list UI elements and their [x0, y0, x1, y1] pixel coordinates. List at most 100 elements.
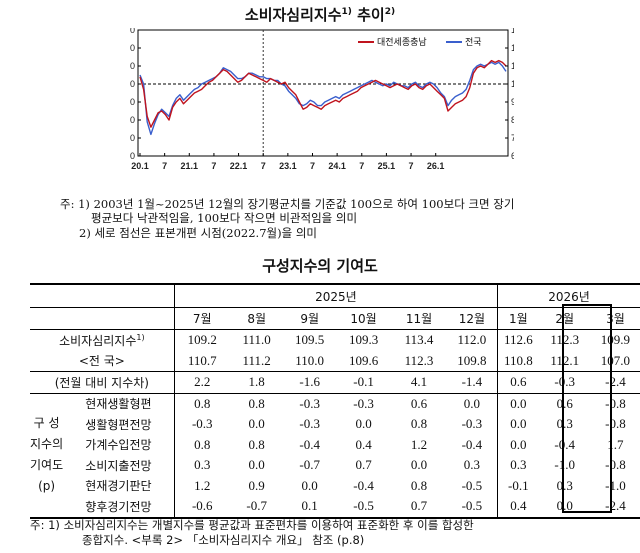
y-tick-label-left: 90 [130, 97, 135, 107]
y-tick-label-right: 100 [511, 79, 514, 89]
table-cell: -0.1 [335, 371, 392, 394]
table-cell: 111.0 [242, 332, 271, 348]
month-header: 11월 [391, 307, 447, 330]
component-label: 생활형편전망 [85, 417, 152, 432]
table-cell: -0.4 [353, 477, 374, 493]
table-cell: -0.7 [229, 496, 284, 519]
y-tick-label-right: 60 [511, 151, 514, 161]
table-cell: 0.0 [248, 457, 265, 473]
table-row: 향후경기전망 -0.6 -0.7 0.1 -0.5 0.7 -0.5 0.4 0… [30, 496, 640, 519]
table-cell: 112.6 [497, 329, 539, 351]
table-cell: 0.6 [497, 371, 539, 394]
table-cell: -0.4 [554, 436, 576, 452]
table-cell: 0.6 [410, 395, 428, 411]
table-cell: 0.7 [391, 496, 447, 519]
table-cell: 0.3 [463, 457, 481, 473]
y-tick-label-left: 80 [130, 115, 135, 125]
table-cell: 111.2 [229, 350, 284, 372]
x-tick-label: 25.1 [378, 161, 396, 171]
y-tick-label-left: 100 [130, 79, 135, 89]
y-tick-label-right: 120 [511, 43, 514, 53]
table-cell: -0.3 [299, 416, 320, 432]
table-cell: 112.3 [391, 350, 447, 372]
x-tick-label: 21.1 [181, 161, 199, 171]
legend-label-national: 전국 [465, 37, 482, 48]
table-cell: 0.0 [497, 414, 539, 435]
table-cell: 0.8 [248, 395, 265, 411]
table-cell: 0.7 [355, 457, 372, 473]
table-cell: 1.2 [410, 436, 428, 452]
year-2025-header: 2025년 [173, 283, 498, 308]
table-cell: 112.3 [550, 332, 580, 348]
table-cell: -0.4 [461, 436, 483, 452]
x-tick-label: 7 [261, 161, 266, 171]
table-cell: -1.4 [446, 371, 498, 394]
table-cell: 4.1 [391, 371, 447, 394]
table-cell: -0.5 [335, 496, 392, 519]
contribution-table: 2025년 2026년 7월 8월 9월 10월 11월 12월 1월 2월 3… [30, 283, 640, 519]
table-cell: 110.0 [283, 350, 336, 372]
component-label: 현재경기판단 [85, 479, 152, 494]
month-header: 2월 [538, 307, 591, 330]
table-cell: 2.2 [173, 371, 230, 394]
table-cell: 0.8 [410, 477, 428, 493]
x-tick-label: 20.1 [131, 161, 149, 171]
table-cell: 1.2 [173, 475, 230, 496]
month-header: 10월 [335, 307, 392, 330]
table-cell: -0.1 [497, 475, 539, 496]
table-cell: -0.3 [461, 416, 483, 432]
month-header: 8월 [229, 307, 284, 330]
national-row-label: <전 국> [30, 350, 175, 372]
table-row: <전 국> 110.7 111.2 110.0 109.6 112.3 109.… [30, 350, 640, 372]
table-cell: -0.3 [538, 371, 591, 394]
table-cell: 0.3 [173, 455, 230, 476]
table-row: 소비지출전망 0.3 0.0 -0.7 0.7 0.0 0.3 0.3 -1.0… [30, 455, 640, 476]
month-header: 7월 [173, 307, 230, 330]
footnote-2: 종합지수. <부록 2> 「소비자심리지수 개요」 참조 (p.8) [82, 533, 365, 547]
y-tick-label-left: 60 [130, 151, 135, 161]
table-cell: -0.7 [299, 457, 320, 473]
table-cell: 110.7 [173, 350, 230, 372]
component-label: 향후경기전망 [63, 496, 175, 519]
table-cell: -0.3 [353, 395, 374, 411]
y-tick-label-left: 70 [130, 133, 135, 143]
table-cell: 110.8 [497, 350, 539, 372]
table-cell: 0.8 [410, 416, 428, 432]
x-tick-label: 7 [211, 161, 216, 171]
month-header: 1월 [497, 307, 539, 330]
table-cell: 0.0 [355, 416, 372, 432]
chart-note-1: 주: 1) 2003년 1월~2025년 12월의 장기평균치를 기준값 100… [60, 197, 515, 211]
table-cell: 109.2 [173, 329, 230, 351]
y-tick-label-left: 120 [130, 43, 135, 53]
table-cell: 0.3 [497, 455, 539, 476]
y-tick-label-left: 130 [130, 28, 135, 35]
series-line-national [139, 61, 507, 136]
table-row: 현재경기판단 1.2 0.9 0.0 -0.4 0.8 -0.5 -0.1 0.… [30, 475, 640, 496]
chart-note-3: 2) 세로 점선은 표본개편 시점(2022.7월)을 의미 [79, 226, 317, 240]
table-row: 소비자심리지수1) 109.2 111.0 109.5 109.3 113.4 … [30, 329, 640, 351]
diff-row-label: (전월 대비 지수차) [30, 371, 175, 394]
line-chart: 60 60 70 70 80 80 90 90 100 100 110 110 120 120 130 130… [130, 28, 514, 171]
month-header: 9월 [283, 307, 336, 330]
y-tick-label-left: 110 [130, 61, 135, 71]
table-title: 구성지수의 기여도 [262, 257, 378, 275]
table-cell: 113.4 [404, 332, 434, 348]
table-cell: 1.8 [229, 371, 284, 394]
table-cell: -0.6 [173, 496, 230, 519]
legend-label-daejeon: 대전세종충남 [377, 37, 427, 48]
table-cell: 107.0 [590, 350, 640, 372]
y-tick-label-right: 90 [511, 97, 514, 107]
x-tick-label: 7 [162, 161, 167, 171]
month-header-row: 7월 8월 9월 10월 11월 12월 1월 2월 3월 [30, 307, 640, 330]
x-tick-label: 26.1 [427, 161, 445, 171]
table-cell: 112.1 [538, 350, 591, 372]
table-row: (전월 대비 지수차) 2.2 1.8 -1.6 -0.1 4.1 -1.4 0… [30, 371, 640, 394]
table-cell: -1.0 [554, 457, 576, 473]
table-cell: 109.3 [348, 332, 379, 348]
table-cell: 109.9 [600, 332, 631, 348]
table-cell: 0.8 [173, 393, 230, 414]
table-cell: 0.8 [173, 434, 230, 455]
table-cell: 109.5 [295, 332, 325, 348]
table-cell: -0.4 [299, 436, 320, 452]
table-cell: 0.3 [556, 416, 573, 432]
